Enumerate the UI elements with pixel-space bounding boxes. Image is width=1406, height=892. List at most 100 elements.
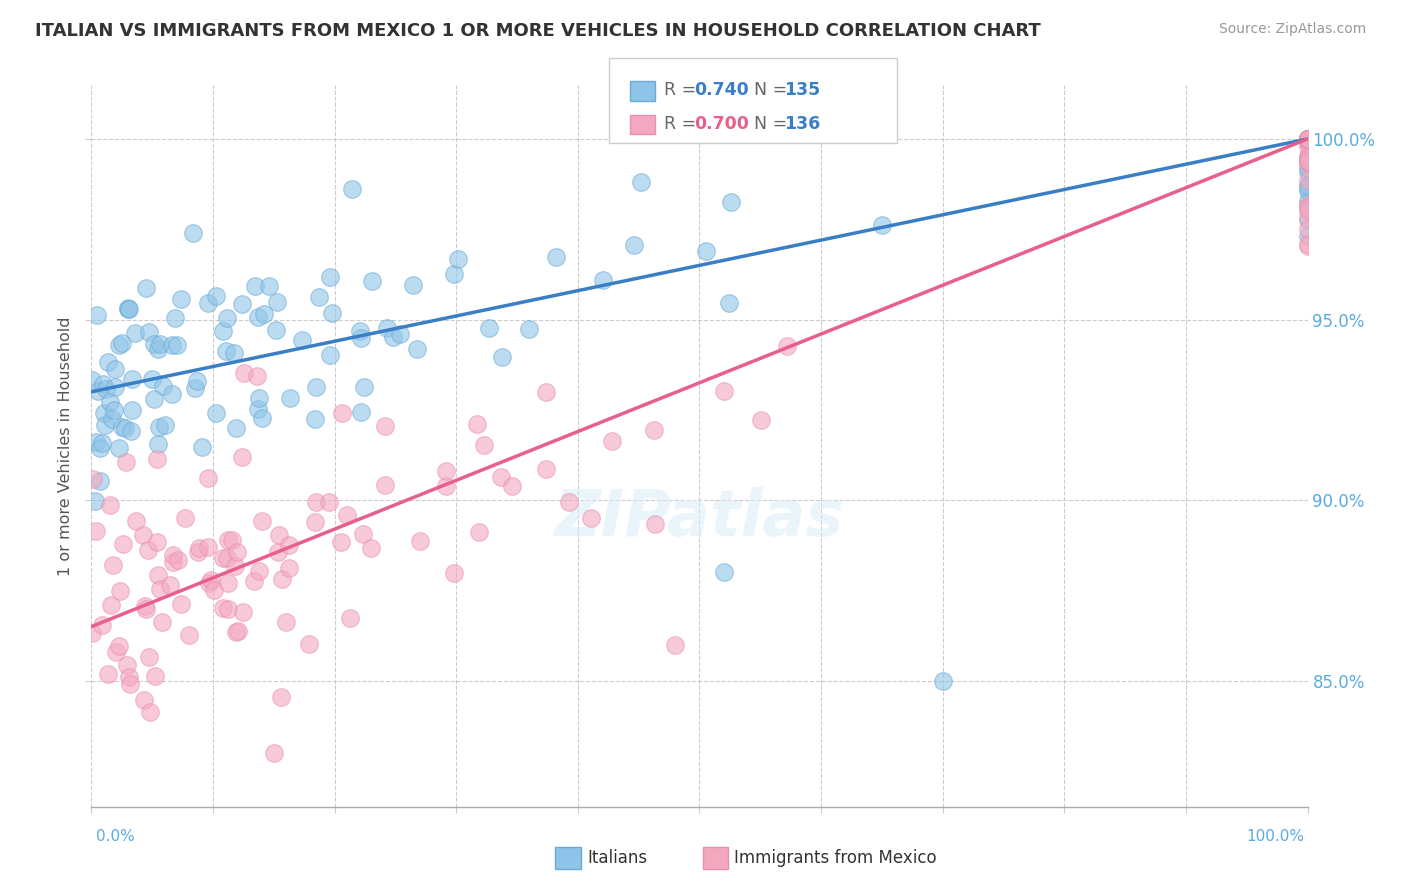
Point (713, 384, 735, 399)
Point (91, 617, 114, 632)
Point (205, 406, 228, 420)
Point (252, 514, 274, 528)
Point (87, 384, 110, 399)
Point (108, 583, 131, 598)
Point (336, 508, 359, 522)
Point (321, 306, 343, 320)
Point (1296, 132, 1319, 146)
Point (170, 597, 193, 611)
Point (93, 376, 115, 391)
Point (1296, 184, 1319, 198)
Point (1296, 132, 1319, 146)
Point (1296, 155, 1319, 169)
Point (534, 384, 557, 399)
Point (1296, 132, 1319, 146)
Point (1296, 132, 1319, 146)
Point (148, 420, 170, 434)
Point (138, 650, 160, 665)
Point (84, 493, 107, 508)
Text: 0.700: 0.700 (695, 115, 749, 133)
Point (96, 667, 118, 681)
Point (98, 395, 121, 409)
Point (1296, 132, 1319, 146)
Point (643, 423, 665, 437)
Point (135, 281, 157, 295)
Point (360, 541, 382, 555)
Point (225, 421, 247, 435)
Point (489, 470, 512, 484)
Point (1296, 132, 1319, 146)
Point (145, 451, 167, 466)
Point (124, 326, 146, 340)
Point (101, 411, 124, 425)
Point (1296, 132, 1319, 146)
Point (197, 471, 219, 485)
Point (150, 615, 173, 629)
Text: 100.0%: 100.0% (1247, 830, 1305, 844)
Point (349, 405, 371, 419)
Point (361, 273, 384, 287)
Point (1296, 132, 1319, 146)
Point (1296, 132, 1319, 146)
Point (177, 628, 200, 642)
Point (339, 611, 361, 625)
Text: 136: 136 (785, 115, 821, 133)
Point (1296, 132, 1319, 146)
Point (107, 337, 129, 351)
Point (82, 373, 104, 387)
Point (225, 624, 247, 639)
Point (118, 677, 141, 691)
Point (1296, 154, 1319, 169)
Point (443, 566, 465, 581)
Point (931, 673, 953, 688)
Point (579, 511, 602, 525)
Point (388, 327, 411, 342)
Point (120, 424, 142, 438)
Point (159, 577, 181, 591)
Point (100, 598, 122, 612)
Point (447, 252, 470, 266)
Point (146, 568, 169, 582)
Point (259, 279, 281, 293)
Point (162, 338, 184, 352)
Point (247, 391, 270, 405)
Point (163, 310, 186, 325)
Point (278, 561, 301, 575)
Point (141, 372, 163, 386)
Point (267, 528, 290, 542)
Point (1296, 132, 1319, 146)
Point (776, 339, 799, 353)
Point (870, 218, 893, 232)
Text: ZIPatlas: ZIPatlas (555, 487, 844, 549)
Point (353, 380, 375, 394)
Point (1296, 151, 1319, 165)
Point (546, 250, 568, 264)
Point (1296, 136, 1319, 150)
Point (143, 336, 166, 351)
Point (1296, 213, 1319, 227)
Point (443, 267, 465, 281)
Point (436, 464, 458, 478)
Point (267, 545, 290, 559)
Point (118, 670, 141, 684)
Point (1296, 132, 1319, 146)
Point (374, 477, 396, 491)
Point (212, 601, 235, 615)
Point (1296, 228, 1319, 243)
Point (1296, 132, 1319, 146)
Point (1296, 153, 1319, 168)
Point (472, 438, 495, 452)
Point (135, 602, 157, 616)
Text: N =: N = (754, 115, 793, 133)
Point (84, 434, 107, 449)
Point (277, 538, 299, 552)
Point (375, 321, 398, 335)
Point (434, 479, 457, 493)
Point (1296, 132, 1319, 146)
Point (191, 440, 214, 454)
Point (200, 573, 222, 587)
Point (1296, 132, 1319, 146)
Point (374, 418, 396, 433)
Point (1296, 194, 1319, 209)
Point (713, 566, 735, 580)
